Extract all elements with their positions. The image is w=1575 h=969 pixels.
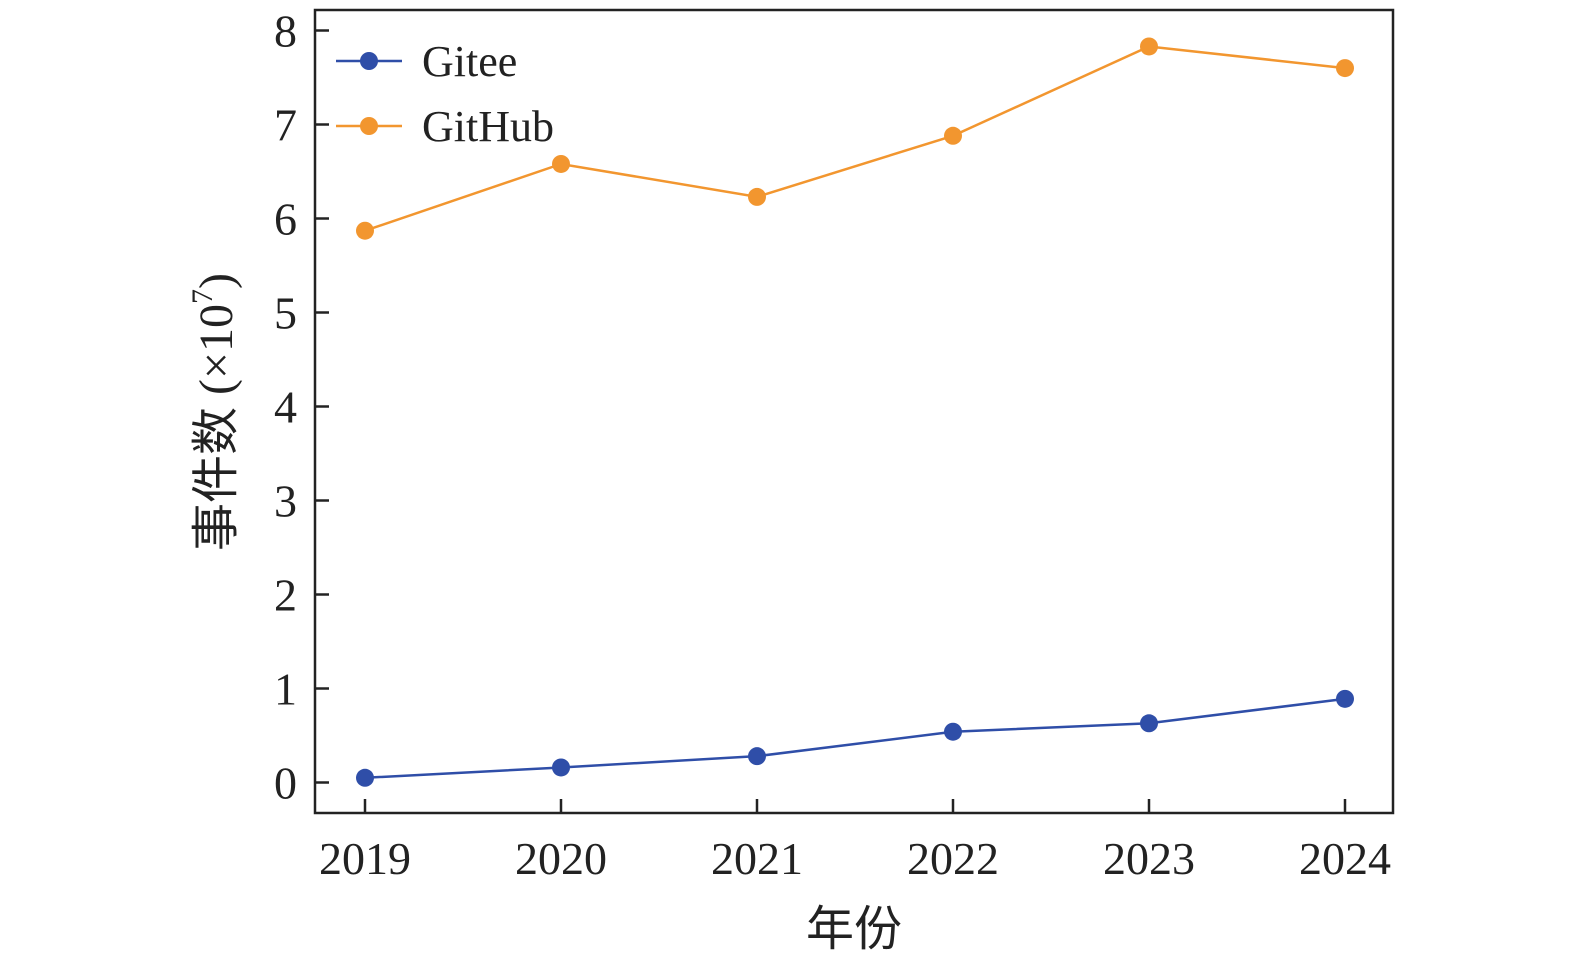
y-tick-label: 4 [274, 382, 297, 433]
y-axis-title: 事件数 (×107) [186, 273, 243, 551]
github-point [552, 154, 570, 173]
plot-frame [313, 8, 1395, 815]
legend-gitee-marker [360, 52, 378, 70]
gitee-series-line [364, 697, 1346, 780]
y-axis-title-main: 事件数 (×10 [190, 304, 243, 551]
github-point [1336, 59, 1354, 78]
x-axis: 2019 2020 2021 2022 2023 2024 [319, 799, 1391, 884]
y-tick-label: 7 [274, 100, 297, 151]
y-axis: 0 1 2 3 4 5 6 7 8 [274, 6, 329, 809]
github-point [356, 221, 374, 240]
x-tick-label: 2021 [711, 833, 803, 884]
y-tick-label: 3 [274, 476, 297, 527]
y-tick-label: 0 [274, 758, 297, 809]
github-series-line [364, 45, 1346, 232]
gitee-point [552, 758, 570, 777]
gitee-point [944, 722, 962, 741]
x-tick-label: 2022 [907, 833, 999, 884]
legend: Gitee GitHub [336, 37, 554, 151]
y-tick-label: 6 [274, 194, 297, 245]
github-point [748, 187, 766, 206]
gitee-point [1336, 689, 1354, 708]
legend-github-marker [360, 117, 378, 135]
gitee-point [748, 747, 766, 766]
github-point [944, 126, 962, 145]
y-axis-title-exponent: 7 [186, 289, 219, 304]
github-point [1140, 37, 1158, 56]
gitee-point [1140, 714, 1158, 733]
y-tick-label: 8 [274, 6, 297, 57]
legend-gitee-label: Gitee [422, 37, 517, 86]
series-layer [356, 37, 1354, 787]
x-tick-label: 2020 [515, 833, 607, 884]
y-tick-label: 5 [274, 288, 297, 339]
x-tick-label: 2024 [1299, 833, 1391, 884]
y-tick-label: 1 [274, 664, 297, 715]
y-axis-title-close: ) [190, 273, 243, 289]
x-axis-title: 年份 [806, 903, 902, 956]
x-tick-label: 2023 [1103, 833, 1195, 884]
legend-github-label: GitHub [422, 102, 554, 151]
x-tick-label: 2019 [319, 833, 411, 884]
gitee-point [356, 768, 374, 787]
y-tick-label: 2 [274, 570, 297, 621]
